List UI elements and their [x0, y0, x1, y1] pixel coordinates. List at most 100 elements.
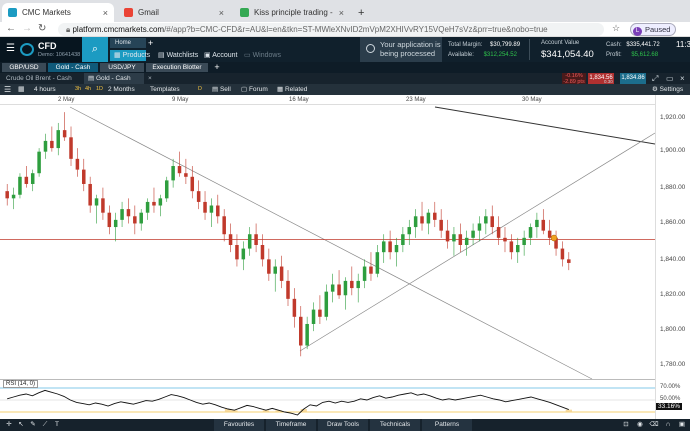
candle-body[interactable] — [311, 309, 316, 324]
candle-body[interactable] — [299, 316, 303, 346]
chart-menu-icon[interactable]: ☰ — [4, 85, 12, 94]
candle-body[interactable] — [145, 201, 150, 213]
period-1d[interactable]: 1D — [96, 86, 104, 92]
lock-tool-icon[interactable]: ⊡ — [623, 421, 629, 428]
candle-body[interactable] — [541, 219, 546, 231]
candle-body[interactable] — [535, 219, 539, 228]
tab-cmc-markets[interactable]: CMC Markets × — [2, 3, 114, 22]
chart-tab-crude-oil[interactable]: Crude Oil Brent - Cash — [6, 75, 72, 82]
candle-body[interactable] — [133, 216, 137, 224]
candle-body[interactable] — [75, 158, 80, 170]
candle-body[interactable] — [94, 198, 99, 206]
candle-body[interactable] — [216, 205, 220, 217]
instrument-tab-execution-blotter[interactable]: Execution Blotter — [146, 63, 208, 72]
d-button[interactable]: D — [198, 86, 202, 92]
candle-body[interactable] — [120, 209, 124, 220]
nav-products[interactable]: ▦ Products — [110, 50, 150, 61]
candle-body[interactable] — [88, 183, 92, 206]
candle-body[interactable] — [388, 241, 392, 253]
candle-body[interactable] — [203, 201, 207, 213]
candle-body[interactable] — [413, 216, 418, 228]
candle-body[interactable] — [477, 223, 482, 231]
candle-body[interactable] — [318, 309, 322, 317]
period-3h[interactable]: 3h — [75, 86, 82, 92]
candle-body[interactable] — [554, 237, 558, 249]
candle-body[interactable] — [184, 173, 188, 177]
candle-body[interactable] — [247, 234, 252, 249]
candle-body[interactable] — [350, 280, 354, 289]
candle-body[interactable] — [62, 130, 67, 138]
trendline-ascending[interactable] — [299, 132, 655, 352]
new-tab-button[interactable]: + — [358, 6, 365, 19]
sell-price-button[interactable]: 1,834.56 — [588, 73, 614, 84]
candle-body[interactable] — [528, 227, 533, 238]
candle-body[interactable] — [567, 259, 571, 263]
search-button[interactable]: ⌕ — [82, 37, 108, 62]
nav-home[interactable]: Home — [110, 38, 146, 48]
instrument-tab-gold[interactable]: Gold - Cash — [48, 63, 98, 72]
candle-body[interactable] — [426, 212, 431, 224]
draw-tools-button[interactable]: Draw Tools — [318, 419, 368, 431]
candle-body[interactable] — [369, 266, 373, 274]
candle-body[interactable] — [43, 140, 48, 152]
candle-body[interactable] — [5, 191, 9, 199]
candle-body[interactable] — [401, 234, 405, 245]
chart-grid-icon[interactable]: ▦ — [18, 86, 25, 93]
address-bar[interactable]: 🔒︎ platform.cmcmarkets.com/#/app?b=CMC-C… — [58, 23, 604, 36]
close-window-icon[interactable]: × — [680, 74, 685, 83]
candle-body[interactable] — [190, 176, 195, 192]
candle-body[interactable] — [362, 266, 367, 281]
close-tab-icon[interactable]: × — [218, 7, 224, 18]
pencil-icon[interactable]: ✎ — [30, 421, 36, 428]
candle-body[interactable] — [126, 209, 131, 217]
alert-marker-icon[interactable] — [550, 234, 558, 242]
candle-body[interactable] — [273, 266, 277, 274]
candle-body[interactable] — [458, 234, 463, 245]
candle-body[interactable] — [11, 194, 16, 199]
candle-body[interactable] — [209, 205, 214, 213]
candle-body[interactable] — [464, 237, 469, 245]
add-instrument-button[interactable]: + — [214, 62, 220, 72]
nav-windows[interactable]: ▭ Windows — [244, 50, 281, 61]
nav-account[interactable]: ▣ Account — [204, 50, 237, 61]
text-tool-icon[interactable]: T — [55, 421, 59, 428]
trendline-descending[interactable] — [69, 106, 593, 380]
candle-body[interactable] — [222, 216, 226, 235]
trendline-upper[interactable] — [434, 106, 655, 145]
settings-button[interactable]: ⚙ Settings — [652, 84, 683, 95]
candle-body[interactable] — [69, 137, 73, 159]
candle-body[interactable] — [50, 140, 54, 149]
technicals-button[interactable]: Technicals — [370, 419, 420, 431]
back-arrow-icon[interactable]: ← — [6, 23, 16, 34]
candle-body[interactable] — [107, 212, 112, 228]
buy-price-button[interactable]: 1,834.86 — [620, 73, 646, 84]
templates-button[interactable]: Templates — [150, 86, 180, 93]
bookmark-star-icon[interactable]: ☆ — [612, 23, 621, 33]
candle-body[interactable] — [254, 234, 258, 245]
candle-body[interactable] — [164, 180, 169, 199]
candle-body[interactable] — [286, 280, 290, 299]
close-chart-tab-icon[interactable]: × — [148, 75, 152, 82]
candle-body[interactable] — [196, 191, 201, 202]
candle-body[interactable] — [324, 291, 329, 317]
candle-body[interactable] — [330, 284, 335, 292]
close-tab-icon[interactable]: × — [338, 7, 344, 18]
expand-icon[interactable]: ⤢ — [652, 74, 659, 83]
candle-body[interactable] — [471, 230, 475, 238]
candle-body[interactable] — [158, 198, 163, 206]
candle-body[interactable] — [496, 227, 501, 238]
candle-body[interactable] — [381, 241, 386, 253]
profile-button[interactable]: L Paused — [630, 23, 677, 36]
candle-body[interactable] — [30, 173, 35, 184]
candle-body[interactable] — [420, 216, 424, 224]
candle-body[interactable] — [152, 201, 156, 206]
candle-body[interactable] — [228, 234, 233, 245]
reload-icon[interactable]: ↻ — [38, 23, 47, 34]
popout-icon[interactable]: ▭ — [666, 74, 674, 83]
candle-body[interactable] — [82, 169, 86, 184]
candle-body[interactable] — [113, 219, 118, 228]
eye-icon[interactable]: ◉ — [637, 421, 643, 428]
candle-body[interactable] — [139, 212, 143, 224]
interval-dropdown[interactable]: 4 hours — [34, 86, 56, 93]
close-tab-icon[interactable]: × — [102, 7, 108, 18]
